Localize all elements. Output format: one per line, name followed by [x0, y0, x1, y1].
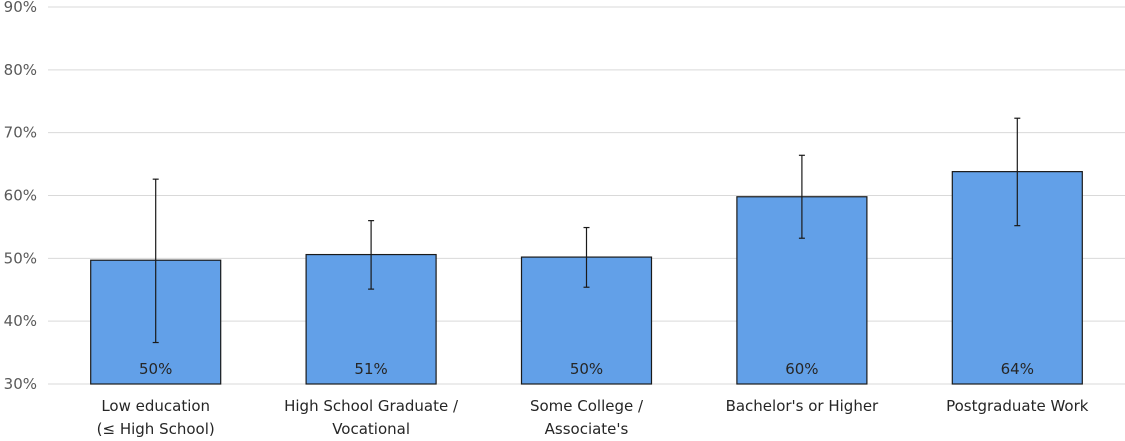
x-category-label: High School Graduate /	[284, 397, 459, 415]
y-tick-label: 60%	[4, 187, 37, 205]
data-label: 60%	[785, 360, 818, 378]
data-labels: 50% 51% 50% 60% 64%	[139, 360, 1034, 378]
data-label: 51%	[354, 360, 387, 378]
data-label: 50%	[139, 360, 172, 378]
y-tick-label: 40%	[4, 312, 37, 330]
y-tick-label: 80%	[4, 61, 37, 79]
data-label: 50%	[570, 360, 603, 378]
y-tick-label: 90%	[4, 0, 37, 16]
x-category-label: Some College /	[530, 397, 644, 415]
x-category-label: (≤ High School)	[97, 420, 215, 437]
y-tick-label: 70%	[4, 124, 37, 142]
x-axis-category-labels: Low education (≤ High School) High School …	[97, 397, 1089, 438]
y-axis-tick-labels: 30% 40% 50% 60% 70% 80% 90%	[4, 0, 37, 393]
y-tick-label: 50%	[4, 249, 37, 267]
x-category-label: Associate's	[545, 420, 629, 437]
x-category-label: Low education	[101, 397, 210, 415]
x-category-label: Vocational	[332, 420, 410, 437]
x-category-label: Bachelor's or Higher	[726, 397, 879, 415]
x-category-label: Postgraduate Work	[946, 397, 1089, 415]
data-label: 64%	[1001, 360, 1034, 378]
error-bars	[152, 117, 1021, 344]
y-tick-label: 30%	[4, 375, 37, 393]
